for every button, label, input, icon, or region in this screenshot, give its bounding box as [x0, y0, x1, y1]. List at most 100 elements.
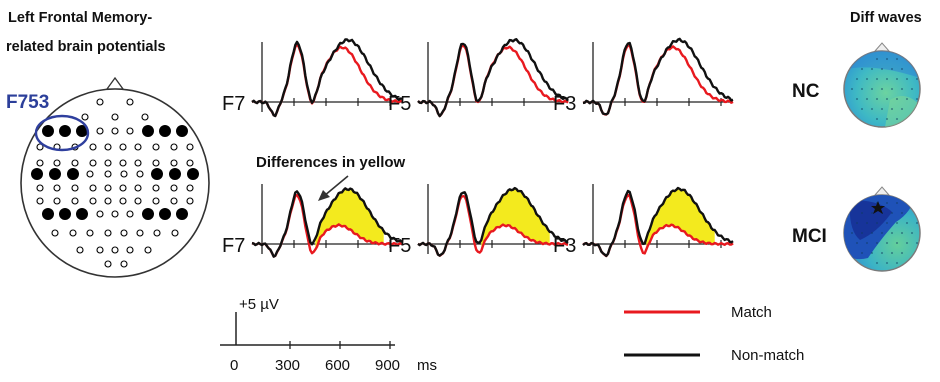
- topomap-electrode-dot: [896, 262, 898, 264]
- electrode: [186, 184, 194, 192]
- topomap-electrode-dot: [881, 252, 883, 254]
- legend-label-nonmatch: Non-match: [731, 347, 804, 364]
- electrode-highlighted: [76, 125, 88, 137]
- nonmatch-waveform: [582, 186, 734, 258]
- title-line-2: related brain potentials: [6, 39, 166, 55]
- scale-tick-0: 0: [230, 357, 238, 374]
- scale-tick-900: 900: [375, 357, 400, 374]
- electrode: [119, 184, 127, 192]
- topomap-electrode-dot: [856, 242, 858, 244]
- topomap-electrode-dot: [871, 108, 873, 110]
- topomap-electrode-dot: [876, 58, 878, 60]
- title-line-1: Left Frontal Memory-: [8, 10, 152, 26]
- electrode: [186, 143, 194, 151]
- annotation-arrow: [318, 175, 349, 201]
- electrode: [152, 159, 160, 167]
- scale-tick-300: 300: [275, 357, 300, 374]
- topomap-electrode-dot: [881, 232, 883, 234]
- topomap-electrode-dot: [856, 98, 858, 100]
- electrode: [136, 170, 144, 178]
- electrode-highlighted: [142, 125, 154, 137]
- group-label-mci: MCI: [792, 226, 827, 247]
- electrode: [36, 143, 44, 151]
- topomap-electrode-dot: [896, 222, 898, 224]
- electrode-highlighted: [67, 168, 79, 180]
- erp-panel-mci-f7: F7: [222, 184, 403, 258]
- topomap-electrode-dot: [851, 232, 853, 234]
- topomap-electrode-dot: [871, 68, 873, 70]
- topomap-electrode-dot: [901, 68, 903, 70]
- region-label: F753: [6, 92, 49, 113]
- electrode: [119, 197, 127, 205]
- electrode: [134, 159, 142, 167]
- diff-waves-title: Diff waves: [850, 10, 922, 26]
- topomap-electrode-dot: [901, 212, 903, 214]
- electrode: [51, 229, 59, 237]
- electrode-highlighted: [76, 208, 88, 220]
- topomap-electrode-dot: [886, 222, 888, 224]
- topomap-electrode-dot: [886, 242, 888, 244]
- topomap-electrode-dot: [891, 212, 893, 214]
- scale-tick-600: 600: [325, 357, 350, 374]
- electrode: [89, 143, 97, 151]
- erp-panel-nc-f7: F7: [222, 38, 403, 118]
- electrode: [89, 159, 97, 167]
- erp-panel-mci-f5: F5: [388, 184, 569, 257]
- electrode: [126, 210, 134, 218]
- nonmatch-waveform: [417, 186, 569, 257]
- channel-label: F3: [553, 93, 576, 115]
- electrode-highlighted: [31, 168, 43, 180]
- electrode: [170, 197, 178, 205]
- topomap-electrode-dot: [881, 88, 883, 90]
- topomap-electrode-dot: [886, 58, 888, 60]
- electrode: [76, 246, 84, 254]
- nonmatch-waveform: [251, 187, 403, 258]
- topomap-electrode-dot: [896, 118, 898, 120]
- topomap-electrode-dot: [891, 68, 893, 70]
- topomap-electrode-dot: [871, 88, 873, 90]
- nonmatch-waveform: [417, 38, 569, 118]
- electrode: [104, 229, 112, 237]
- electrode: [104, 184, 112, 192]
- topomap-electrode-dot: [896, 58, 898, 60]
- topomap-electrode-dot: [866, 78, 868, 80]
- scale-bar: [220, 312, 395, 349]
- erp-panel-nc-f3: F3: [553, 37, 734, 116]
- topomap-electrode-dot: [861, 108, 863, 110]
- electrode: [69, 229, 77, 237]
- electrode: [120, 229, 128, 237]
- topomap-electrode-dot: [896, 202, 898, 204]
- channel-label: F3: [553, 235, 576, 257]
- electrode: [71, 159, 79, 167]
- electrode: [89, 184, 97, 192]
- electrode-highlighted: [151, 168, 163, 180]
- electrode-highlighted: [187, 168, 199, 180]
- topomap-electrode-dot: [906, 222, 908, 224]
- electrode: [96, 98, 104, 106]
- topomap-electrode-dot: [886, 262, 888, 264]
- topomap-electrode-dot: [886, 118, 888, 120]
- diff-map-mci: [843, 186, 921, 272]
- electrode-highlighted: [42, 208, 54, 220]
- electrode: [104, 143, 112, 151]
- topomap-electrode-dot: [886, 202, 888, 204]
- topomap-electrode-dot: [916, 242, 918, 244]
- electrode: [71, 184, 79, 192]
- electrode-head-map: [20, 76, 210, 278]
- electrode: [153, 229, 161, 237]
- topomap-electrode-dot: [906, 78, 908, 80]
- electrode-highlighted: [159, 208, 171, 220]
- electrode-highlighted: [176, 125, 188, 137]
- erp-panel-mci-f3: F3: [553, 184, 734, 258]
- topomap-electrode-dot: [866, 222, 868, 224]
- electrode: [104, 159, 112, 167]
- erp-panels: F7 F5 F3 F7 F5 F3: [222, 37, 734, 258]
- topomap-electrode-dot: [876, 242, 878, 244]
- topomap-electrode-dot: [886, 98, 888, 100]
- electrode: [96, 210, 104, 218]
- topomap-electrode-dot: [891, 108, 893, 110]
- topomap-electrode-dot: [881, 68, 883, 70]
- topomap-electrode-dot: [886, 78, 888, 80]
- electrode: [119, 159, 127, 167]
